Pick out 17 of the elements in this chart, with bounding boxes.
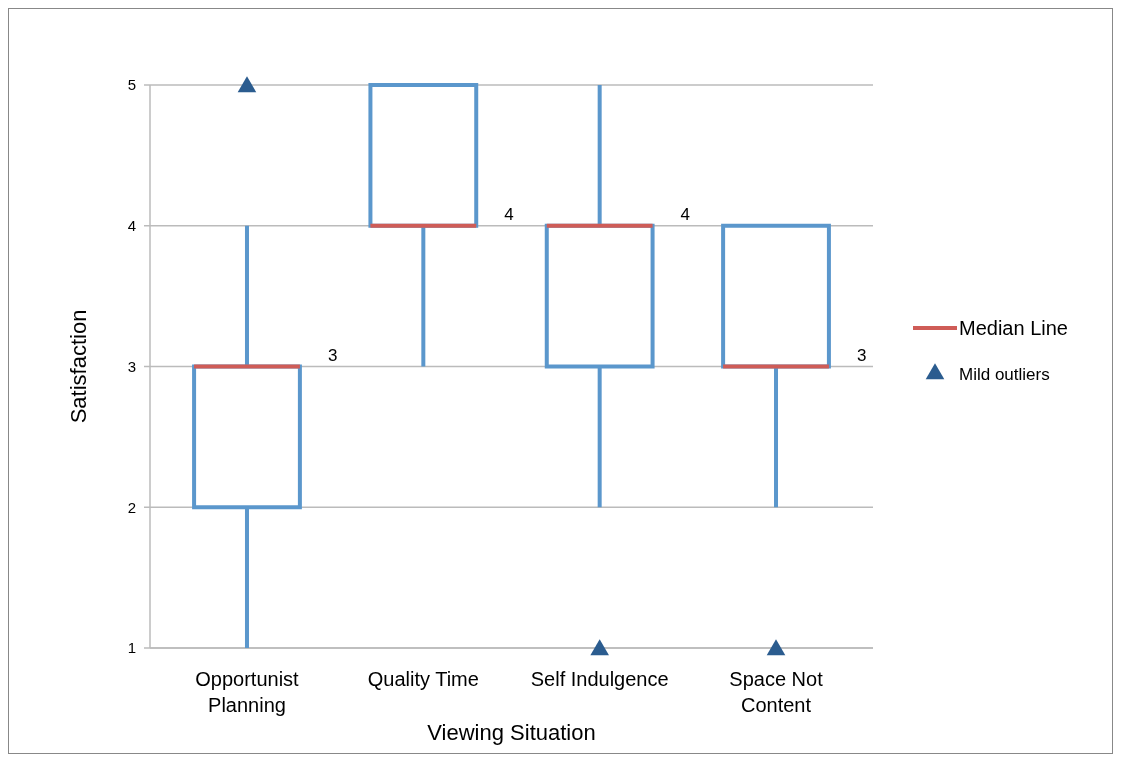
x-tick-label: Opportunist Planning xyxy=(195,668,300,716)
x-tick-label: Quality Time xyxy=(367,668,479,690)
y-tick-label: 5 xyxy=(127,76,136,94)
x-tick-label: Space Not Content xyxy=(729,668,824,716)
legend-label: Mild outliers xyxy=(959,364,1050,384)
y-tick-label: 2 xyxy=(127,498,136,516)
text: Median Line xyxy=(959,317,1068,339)
annotation: 4 xyxy=(680,204,691,224)
y-axis-title: Satisfaction xyxy=(66,309,91,424)
y-tick-label: 1 xyxy=(127,639,136,657)
annotation: 3 xyxy=(856,345,867,365)
annotation: 3 xyxy=(327,345,338,365)
annotation: 4 xyxy=(504,204,514,224)
y-tick-label: 3 xyxy=(127,357,136,375)
x-axis-title: Viewing Situation xyxy=(427,720,596,745)
x-tick-label: Self Indulgence xyxy=(530,668,669,690)
y-tick-label: 4 xyxy=(127,217,136,234)
